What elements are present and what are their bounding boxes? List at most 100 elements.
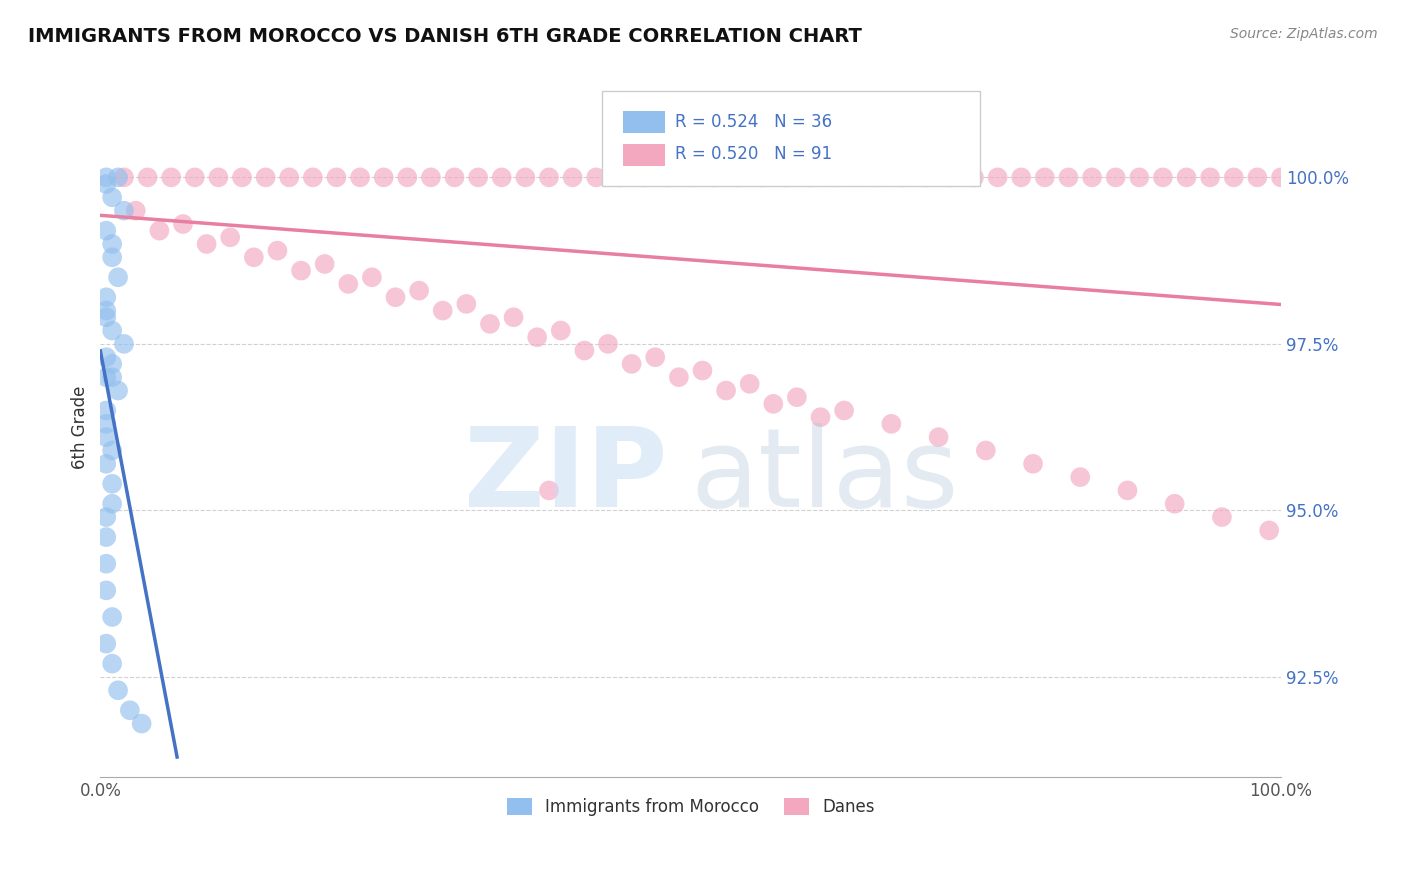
Point [585, 170, 607, 185]
Point [136, 170, 159, 185]
Point [456, 297, 478, 311]
Point [432, 303, 454, 318]
Point [1270, 170, 1292, 185]
Point [703, 170, 725, 185]
Point [101, 190, 124, 204]
Point [290, 263, 312, 277]
Point [112, 337, 135, 351]
Point [714, 384, 737, 398]
Point [633, 170, 655, 185]
Point [1128, 170, 1150, 185]
Point [96, 403, 118, 417]
Point [96, 170, 118, 185]
Point [131, 716, 153, 731]
Point [96, 177, 118, 191]
Point [491, 170, 513, 185]
Point [797, 170, 820, 185]
Point [373, 170, 395, 185]
Point [987, 170, 1010, 185]
Point [243, 250, 266, 264]
Point [1057, 170, 1080, 185]
Point [467, 170, 489, 185]
Point [668, 370, 690, 384]
Point [738, 376, 761, 391]
Point [880, 417, 903, 431]
Point [231, 170, 253, 185]
Point [107, 683, 129, 698]
Point [101, 476, 124, 491]
Point [101, 657, 124, 671]
Point [278, 170, 301, 185]
Point [773, 170, 796, 185]
Point [821, 170, 844, 185]
Point [101, 370, 124, 384]
Point [891, 170, 914, 185]
Point [112, 203, 135, 218]
Point [96, 370, 118, 384]
Point [751, 170, 773, 185]
Point [655, 170, 678, 185]
Point [609, 170, 631, 185]
Point [845, 170, 868, 185]
Point [620, 357, 643, 371]
Point [1022, 457, 1045, 471]
Point [118, 703, 141, 717]
Point [537, 170, 560, 185]
Point [96, 224, 118, 238]
Point [384, 290, 406, 304]
Point [1211, 510, 1233, 524]
Point [396, 170, 419, 185]
Point [314, 257, 336, 271]
Point [727, 170, 749, 185]
Point [963, 170, 986, 185]
Point [172, 217, 194, 231]
Text: R = 0.524   N = 36: R = 0.524 N = 36 [675, 112, 832, 130]
Point [810, 410, 832, 425]
Point [219, 230, 242, 244]
Point [96, 310, 118, 325]
Point [96, 557, 118, 571]
Point [502, 310, 524, 325]
Point [408, 284, 430, 298]
Point [443, 170, 465, 185]
Point [337, 277, 360, 291]
Point [1105, 170, 1128, 185]
Point [101, 237, 124, 252]
Point [195, 237, 218, 252]
Text: Source: ZipAtlas.com: Source: ZipAtlas.com [1230, 27, 1378, 41]
Point [1152, 170, 1174, 185]
Point [939, 170, 962, 185]
Point [148, 224, 170, 238]
Text: IMMIGRANTS FROM MOROCCO VS DANISH 6TH GRADE CORRELATION CHART: IMMIGRANTS FROM MOROCCO VS DANISH 6TH GR… [28, 27, 862, 45]
Point [515, 170, 537, 185]
Point [596, 337, 619, 351]
Bar [623, 144, 665, 166]
Point [101, 610, 124, 624]
Point [1081, 170, 1104, 185]
Point [107, 384, 129, 398]
Point [1222, 170, 1244, 185]
Point [832, 403, 855, 417]
Point [692, 363, 714, 377]
Text: ZIP: ZIP [464, 423, 666, 530]
Point [101, 497, 124, 511]
Point [96, 637, 118, 651]
Point [526, 330, 548, 344]
Point [96, 303, 118, 318]
Point [160, 170, 183, 185]
Text: R = 0.520   N = 91: R = 0.520 N = 91 [675, 145, 832, 163]
Point [786, 390, 808, 404]
Point [1116, 483, 1139, 498]
Point [561, 170, 583, 185]
Point [96, 457, 118, 471]
Point [537, 483, 560, 498]
Point [1010, 170, 1032, 185]
Point [1033, 170, 1056, 185]
Point [96, 583, 118, 598]
Point [974, 443, 997, 458]
Point [325, 170, 347, 185]
Point [361, 270, 384, 285]
Point [762, 397, 785, 411]
Point [96, 510, 118, 524]
Point [107, 170, 129, 185]
